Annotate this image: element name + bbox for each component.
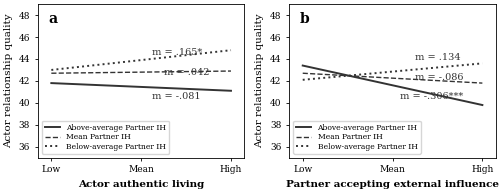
Y-axis label: Actor relationship quality: Actor relationship quality xyxy=(256,14,264,148)
Text: m = -.086: m = -.086 xyxy=(415,73,464,82)
Text: m = .134: m = .134 xyxy=(415,53,461,62)
Text: a: a xyxy=(48,12,58,26)
X-axis label: Actor authentic living: Actor authentic living xyxy=(78,180,204,189)
X-axis label: Partner accepting external influence: Partner accepting external influence xyxy=(286,180,499,189)
Legend: Above-average Partner IH, Mean Partner IH, Below-average Partner IH: Above-average Partner IH, Mean Partner I… xyxy=(293,121,420,154)
Legend: Above-average Partner IH, Mean Partner IH, Below-average Partner IH: Above-average Partner IH, Mean Partner I… xyxy=(42,121,169,154)
Text: m = .042: m = .042 xyxy=(164,68,209,77)
Text: b: b xyxy=(300,12,310,26)
Text: m = -.306***: m = -.306*** xyxy=(400,92,463,101)
Text: m = -.081: m = -.081 xyxy=(152,92,200,101)
Y-axis label: Actor relationship quality: Actor relationship quality xyxy=(4,14,13,148)
Text: m = .165*: m = .165* xyxy=(152,48,202,58)
